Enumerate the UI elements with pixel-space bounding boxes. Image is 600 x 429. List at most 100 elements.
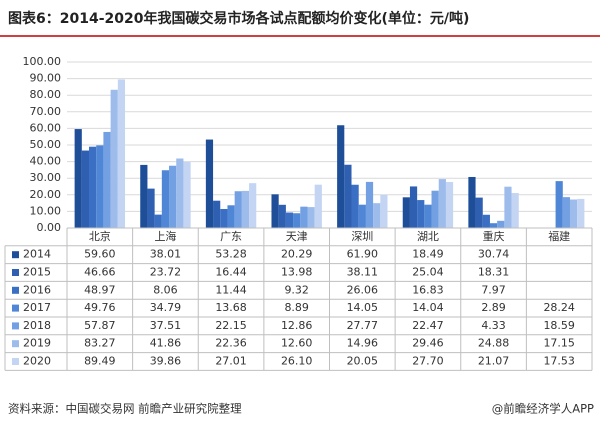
bar bbox=[220, 209, 228, 228]
table-cell: 13.68 bbox=[215, 301, 247, 314]
legend-swatch bbox=[12, 286, 19, 294]
bar bbox=[562, 197, 570, 228]
chart-title: 图表6：2014-2020年我国碳交易市场各试点配额均价变化(单位：元/吨) bbox=[8, 10, 469, 27]
table-cell: 9.32 bbox=[284, 283, 309, 296]
bar bbox=[351, 184, 359, 228]
bar bbox=[445, 182, 454, 228]
bar bbox=[497, 220, 505, 228]
source-note: 资料来源：中国碳交易网 前瞻产业研究院整理 bbox=[8, 402, 242, 416]
x-tick-label: 深圳 bbox=[351, 230, 373, 243]
bar bbox=[577, 198, 585, 228]
x-tick-label: 天津 bbox=[286, 230, 308, 243]
table-cell: 18.49 bbox=[412, 248, 444, 261]
bar bbox=[409, 186, 418, 228]
bar bbox=[234, 191, 242, 228]
bar bbox=[205, 139, 214, 228]
y-tick-label: 70.00 bbox=[30, 105, 62, 118]
table-cell: 8.89 bbox=[284, 301, 309, 314]
table-cell: 18.59 bbox=[543, 319, 575, 332]
table-cell: 18.31 bbox=[478, 266, 510, 279]
bar bbox=[314, 184, 322, 228]
table-cell: 14.04 bbox=[412, 301, 444, 314]
bar bbox=[489, 223, 498, 228]
y-tick-label: 40.00 bbox=[30, 155, 62, 168]
y-tick-label: 20.00 bbox=[30, 188, 62, 201]
bar bbox=[147, 188, 155, 228]
legend-label: 2014 bbox=[23, 248, 51, 261]
table-cell: 34.79 bbox=[150, 301, 182, 314]
table-cell: 16.83 bbox=[412, 283, 444, 296]
legend-label: 2016 bbox=[23, 283, 51, 296]
bar bbox=[511, 193, 519, 228]
bar bbox=[417, 200, 425, 228]
table-cell: 25.04 bbox=[412, 266, 444, 279]
table-cell: 21.07 bbox=[478, 355, 510, 368]
bar bbox=[110, 89, 118, 229]
table-cell: 22.36 bbox=[215, 337, 247, 350]
bar bbox=[344, 164, 352, 228]
table-cell: 49.76 bbox=[84, 301, 116, 314]
legend-swatch bbox=[12, 340, 19, 348]
table-cell: 27.70 bbox=[412, 355, 444, 368]
bar bbox=[74, 129, 82, 228]
y-tick-label: 80.00 bbox=[30, 88, 62, 101]
bar bbox=[307, 207, 315, 228]
bar bbox=[300, 206, 308, 228]
legend-label: 2020 bbox=[23, 355, 51, 368]
table-cell: 57.87 bbox=[84, 319, 116, 332]
bar bbox=[271, 194, 279, 228]
table-cell: 17.53 bbox=[543, 355, 575, 368]
y-tick-label: 60.00 bbox=[30, 121, 62, 134]
bar bbox=[365, 181, 374, 228]
legend-swatch bbox=[12, 358, 19, 365]
table-cell: 14.96 bbox=[347, 337, 379, 350]
x-tick-label: 重庆 bbox=[483, 229, 505, 243]
table-cell: 39.86 bbox=[150, 355, 182, 368]
bar bbox=[161, 170, 170, 228]
bar bbox=[358, 204, 366, 228]
table-cell: 12.86 bbox=[281, 319, 313, 332]
table-cell: 59.60 bbox=[84, 248, 116, 261]
legend-label: 2015 bbox=[23, 266, 51, 279]
table-cell: 7.97 bbox=[481, 283, 506, 296]
x-tick-label: 湖北 bbox=[417, 230, 439, 243]
table-cell: 23.72 bbox=[150, 266, 182, 279]
table-cell: 22.15 bbox=[215, 319, 247, 332]
table-cell: 26.10 bbox=[281, 355, 313, 368]
bar bbox=[482, 214, 490, 228]
bar bbox=[169, 165, 177, 228]
y-tick-label: 30.00 bbox=[30, 171, 62, 184]
table-cell: 53.28 bbox=[215, 248, 247, 261]
legend-swatch bbox=[12, 322, 19, 330]
bar bbox=[555, 181, 563, 228]
table-cell: 2.89 bbox=[481, 301, 506, 314]
bar bbox=[293, 213, 301, 228]
table-cell: 12.60 bbox=[281, 337, 313, 350]
bar bbox=[241, 190, 250, 228]
bar bbox=[140, 164, 148, 228]
x-tick-label: 北京 bbox=[89, 229, 111, 243]
table-cell: 61.90 bbox=[347, 248, 379, 261]
table-cell: 13.98 bbox=[281, 266, 313, 279]
table-cell: 37.51 bbox=[150, 319, 182, 332]
bar bbox=[81, 150, 90, 228]
bar bbox=[468, 176, 476, 228]
table-cell: 38.01 bbox=[150, 248, 182, 261]
y-tick-label: 90.00 bbox=[30, 72, 62, 85]
table-cell: 41.86 bbox=[150, 337, 182, 350]
table-cell: 48.97 bbox=[84, 283, 116, 296]
bar bbox=[431, 190, 439, 228]
legend-label: 2018 bbox=[23, 319, 51, 332]
bar bbox=[380, 194, 388, 228]
x-tick-label: 上海 bbox=[154, 229, 176, 243]
bar bbox=[183, 161, 191, 228]
table-cell: 4.33 bbox=[481, 319, 506, 332]
table-cell: 89.49 bbox=[84, 355, 116, 368]
table-cell: 16.44 bbox=[215, 266, 247, 279]
bar bbox=[424, 204, 432, 228]
bar bbox=[438, 179, 446, 228]
table-cell: 46.66 bbox=[84, 266, 116, 279]
bar bbox=[285, 212, 294, 228]
table-cell: 38.11 bbox=[347, 266, 379, 279]
table-cell: 11.44 bbox=[215, 283, 247, 296]
